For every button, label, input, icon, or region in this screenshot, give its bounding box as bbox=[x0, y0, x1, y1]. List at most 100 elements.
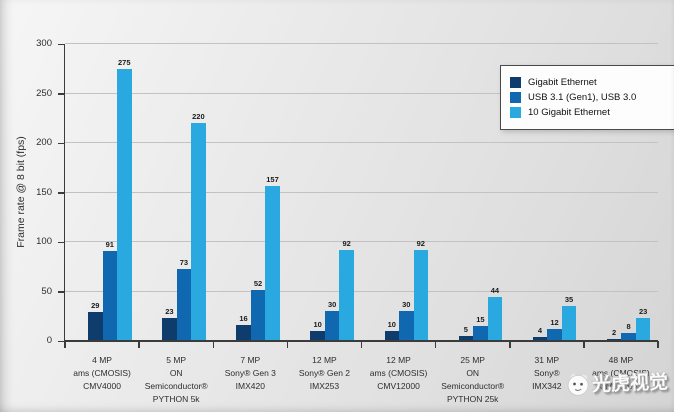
bar: 8 bbox=[621, 322, 636, 341]
x-category-line: CMV50000 bbox=[599, 381, 643, 391]
x-tick bbox=[583, 341, 585, 348]
gridline bbox=[65, 43, 658, 44]
x-category-line: IMX420 bbox=[235, 381, 265, 391]
x-category-line: 4 MP bbox=[92, 355, 112, 365]
gridline bbox=[65, 92, 658, 94]
bar: 73 bbox=[176, 258, 192, 341]
bar: 12 bbox=[547, 318, 562, 341]
y-axis-line bbox=[63, 44, 65, 347]
y-tick bbox=[58, 241, 65, 244]
y-tick bbox=[58, 192, 65, 194]
x-category-line: IMX253 bbox=[309, 381, 340, 391]
legend-item: USB 3.1 (Gen1), USB 3.0 bbox=[510, 92, 668, 103]
bar-group: 10 30 92 bbox=[362, 44, 436, 341]
legend-swatch bbox=[510, 92, 521, 103]
bar-group: 5 15 44 bbox=[436, 44, 510, 341]
bar: 91 bbox=[102, 240, 117, 341]
x-tick bbox=[509, 341, 511, 348]
x-tick bbox=[657, 341, 659, 348]
bar-group: 23 73 220 bbox=[139, 44, 213, 341]
x-category-label: 48 MP ams (CMOSIS) CMV50000 bbox=[584, 354, 658, 406]
x-category-line: Sony® bbox=[533, 368, 560, 378]
x-tick bbox=[138, 341, 140, 348]
x-category-label: 31 MP Sony® IMX342 bbox=[510, 354, 584, 406]
bar-value-label: 2 bbox=[612, 328, 617, 338]
bar: 15 bbox=[473, 315, 488, 341]
legend-label: USB 3.1 (Gen1), USB 3.0 bbox=[528, 92, 637, 103]
y-tick-label: 100 bbox=[36, 236, 52, 248]
bar-value-label: 15 bbox=[476, 315, 485, 325]
plot-area: 0 50 100 150 200 250 300 29 91 275 23 73 220 16 52 157 1… bbox=[36, 38, 659, 348]
legend-label: 10 Gigabit Ethernet bbox=[528, 107, 610, 118]
x-category-label: 25 MP ON Semiconductor® PYTHON 25k bbox=[436, 354, 510, 406]
x-category-line: 7 MP bbox=[240, 355, 261, 365]
bar: 35 bbox=[561, 295, 577, 341]
bar: 275 bbox=[117, 58, 132, 341]
x-category-label: 4 MP ams (CMOSIS) CMV4000 bbox=[65, 354, 139, 406]
x-category-line: Sony® Gen 3 bbox=[224, 368, 276, 378]
x-category-line: 25 MP bbox=[460, 355, 485, 365]
bar: 10 bbox=[384, 320, 399, 341]
bar-value-label: 30 bbox=[327, 300, 337, 310]
bar: 92 bbox=[413, 239, 428, 341]
bar-value-label: 44 bbox=[490, 286, 500, 296]
x-category-line: ams (CMOSIS) bbox=[73, 368, 131, 378]
bar: 23 bbox=[635, 307, 651, 341]
bar-value-label: 92 bbox=[416, 238, 425, 248]
x-category-line: IMX342 bbox=[532, 381, 562, 391]
y-tick-label: 300 bbox=[36, 38, 52, 49]
bar-group: 29 91 275 bbox=[65, 44, 139, 341]
bar-value-label: 8 bbox=[626, 322, 631, 332]
x-tick bbox=[64, 341, 66, 348]
x-category-line: 48 MP bbox=[608, 355, 634, 365]
x-category-line: CMV12000 bbox=[377, 381, 420, 391]
x-category-line: PYTHON 25k bbox=[446, 394, 499, 404]
bar-value-label: 73 bbox=[179, 257, 189, 267]
x-category-line: ams (CMOSIS) bbox=[369, 368, 428, 378]
bar: 30 bbox=[399, 300, 414, 341]
x-category-label: 5 MP ON Semiconductor® PYTHON 5k bbox=[139, 354, 213, 406]
x-category-label: 7 MP Sony® Gen 3 IMX420 bbox=[213, 354, 287, 406]
bar: 4 bbox=[532, 326, 548, 341]
x-category-line: PYTHON 5k bbox=[152, 394, 200, 404]
y-tick bbox=[58, 142, 65, 145]
y-tick-label: 200 bbox=[36, 137, 52, 149]
bar: 220 bbox=[191, 112, 206, 341]
watermark-text: 光虎视觉 bbox=[591, 372, 669, 396]
y-tick-label: 150 bbox=[36, 186, 52, 198]
bar: 5 bbox=[458, 325, 474, 341]
x-category-line: 12 MP bbox=[312, 355, 337, 365]
bar-value-label: 92 bbox=[342, 238, 351, 248]
bar-value-label: 4 bbox=[537, 326, 543, 336]
bar: 92 bbox=[339, 239, 354, 341]
bar: 10 bbox=[310, 320, 325, 341]
y-tick bbox=[58, 340, 65, 342]
bar: 29 bbox=[88, 301, 103, 341]
x-tick bbox=[360, 341, 363, 348]
bar-group: 4 12 35 bbox=[510, 44, 584, 341]
bar-value-label: 10 bbox=[387, 320, 396, 330]
x-category-line: ON Semiconductor® bbox=[144, 368, 208, 391]
bar: 44 bbox=[487, 286, 503, 341]
legend-item: 10 Gigabit Ethernet bbox=[510, 107, 668, 118]
legend: Gigabit Ethernet USB 3.1 (Gen1), USB 3.0 1… bbox=[500, 65, 674, 130]
x-category-line: ams (CMOSIS) bbox=[592, 368, 650, 378]
bar-value-label: 16 bbox=[239, 314, 248, 324]
x-category-line: 12 MP bbox=[386, 355, 411, 365]
gridline bbox=[65, 241, 658, 242]
bar: 23 bbox=[162, 307, 177, 341]
y-tick bbox=[58, 43, 65, 45]
bar-value-label: 275 bbox=[117, 57, 131, 67]
bar-value-label: 220 bbox=[192, 112, 205, 122]
x-tick bbox=[212, 341, 214, 348]
watermark: 光虎视觉 bbox=[565, 367, 669, 398]
bar-group: 10 30 92 bbox=[287, 44, 361, 341]
bar-value-label: 29 bbox=[91, 301, 100, 311]
bar-value-label: 30 bbox=[402, 300, 411, 310]
legend-label: Gigabit Ethernet bbox=[528, 77, 597, 88]
bar-value-label: 52 bbox=[253, 278, 263, 288]
y-tick-label: 50 bbox=[41, 285, 52, 297]
bar-value-label: 157 bbox=[266, 174, 279, 184]
x-category-label: 12 MP ams (CMOSIS) CMV12000 bbox=[362, 354, 436, 406]
bar-value-label: 5 bbox=[463, 325, 468, 335]
